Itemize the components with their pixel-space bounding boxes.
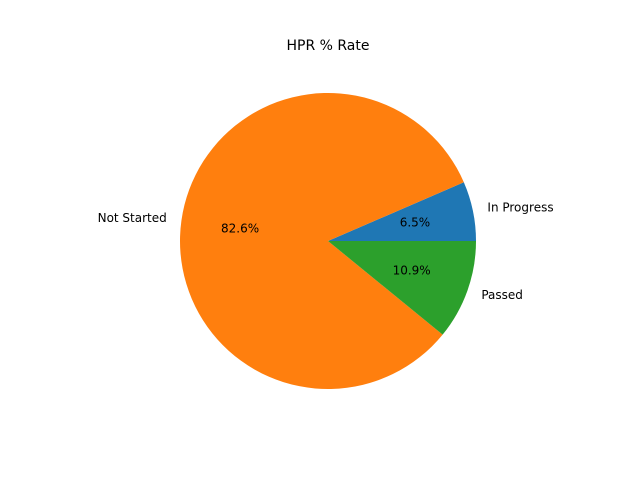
pie-slice-passed — [328, 241, 476, 335]
slice-label-in-progress: In Progress — [487, 200, 553, 214]
pie-slices — [180, 92, 476, 390]
slice-label-passed: Passed — [481, 288, 523, 302]
slice-percent-passed: 10.9% — [393, 263, 431, 277]
slice-percent-not-started: 82.6% — [221, 221, 259, 235]
slice-percent-in-progress: 6.5% — [400, 215, 431, 229]
pie-labels: In Progress 6.5% Not Started 82.6% Passed 10.… — [98, 200, 554, 302]
chart-title: HPR % Rate — [286, 38, 369, 54]
pie-slice-not-started — [180, 92, 464, 390]
pie-slice-in-progress — [328, 182, 476, 241]
slice-label-not-started: Not Started — [98, 211, 167, 225]
